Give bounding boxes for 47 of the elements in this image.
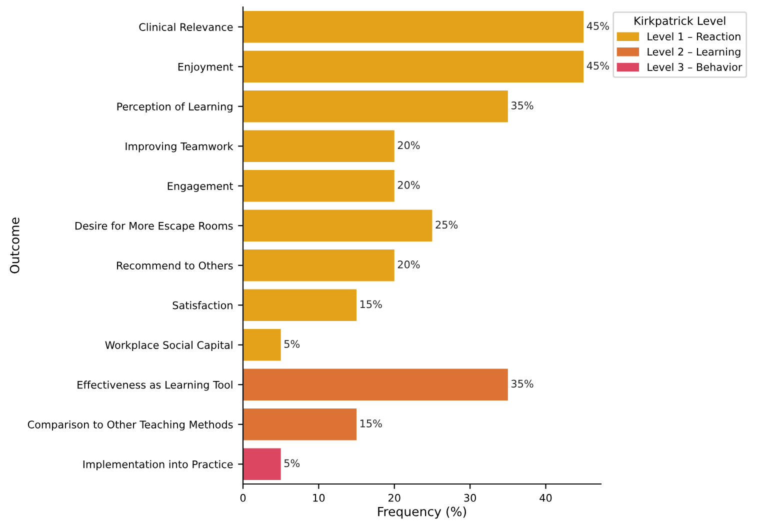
- y-axis-title: Outcome: [10, 218, 20, 274]
- bar: [243, 368, 508, 401]
- legend-label: Level 3 – Behavior: [648, 62, 742, 71]
- y-tick-label: Satisfaction: [172, 301, 232, 310]
- y-tick-label: Implementation into Practice: [83, 460, 233, 470]
- bar: [243, 249, 394, 282]
- data-label: 15%: [360, 420, 382, 428]
- y-tick-label: Comparison to Other Teaching Methods: [28, 420, 233, 430]
- y-tick-label: Desire for More Escape Rooms: [75, 222, 233, 232]
- data-label: 20%: [398, 260, 420, 268]
- y-tick-label: Clinical Relevance: [139, 22, 233, 31]
- y-tick-label: Workplace Social Capital: [105, 340, 232, 351]
- bar: [243, 289, 357, 322]
- legend-label: Level 1 – Reaction: [648, 32, 740, 40]
- x-axis-title: Frequency (%): [378, 506, 466, 519]
- y-tick-label: Recommend to Others: [117, 261, 233, 270]
- data-label: 5%: [284, 340, 300, 348]
- bar: [243, 448, 281, 480]
- x-tick-label: 30: [464, 494, 476, 502]
- y-tick-label: Improving Teamwork: [126, 142, 234, 152]
- data-label: 15%: [360, 300, 382, 308]
- bar: [243, 328, 281, 361]
- bar: [243, 50, 584, 83]
- bar: [243, 130, 394, 162]
- y-tick-label: Enjoyment: [178, 62, 234, 73]
- data-label: 35%: [511, 380, 534, 388]
- bar: [243, 90, 508, 122]
- legend-title: Kirkpatrick Level: [634, 16, 726, 28]
- bar: [243, 408, 357, 440]
- y-tick-label: Perception of Learning: [117, 102, 232, 112]
- y-tick-label: Effectiveness as Learning Tool: [78, 380, 232, 391]
- legend-label: Level 2 – Learning: [648, 48, 740, 58]
- data-label: 5%: [284, 459, 300, 468]
- x-tick-label: 10: [313, 494, 325, 502]
- x-tick-label: 0: [240, 494, 246, 502]
- data-label: 45%: [586, 62, 609, 70]
- data-label: 35%: [511, 102, 534, 110]
- bar: [243, 10, 584, 43]
- y-tick-label: Engagement: [168, 182, 234, 192]
- bar: [243, 170, 394, 202]
- data-label: 25%: [436, 220, 458, 229]
- x-tick-label: 20: [388, 494, 400, 502]
- data-label: 45%: [586, 22, 609, 30]
- data-label: 20%: [398, 141, 420, 150]
- data-label: 20%: [398, 181, 420, 189]
- x-tick-label: 40: [540, 494, 552, 502]
- bar: [243, 210, 432, 242]
